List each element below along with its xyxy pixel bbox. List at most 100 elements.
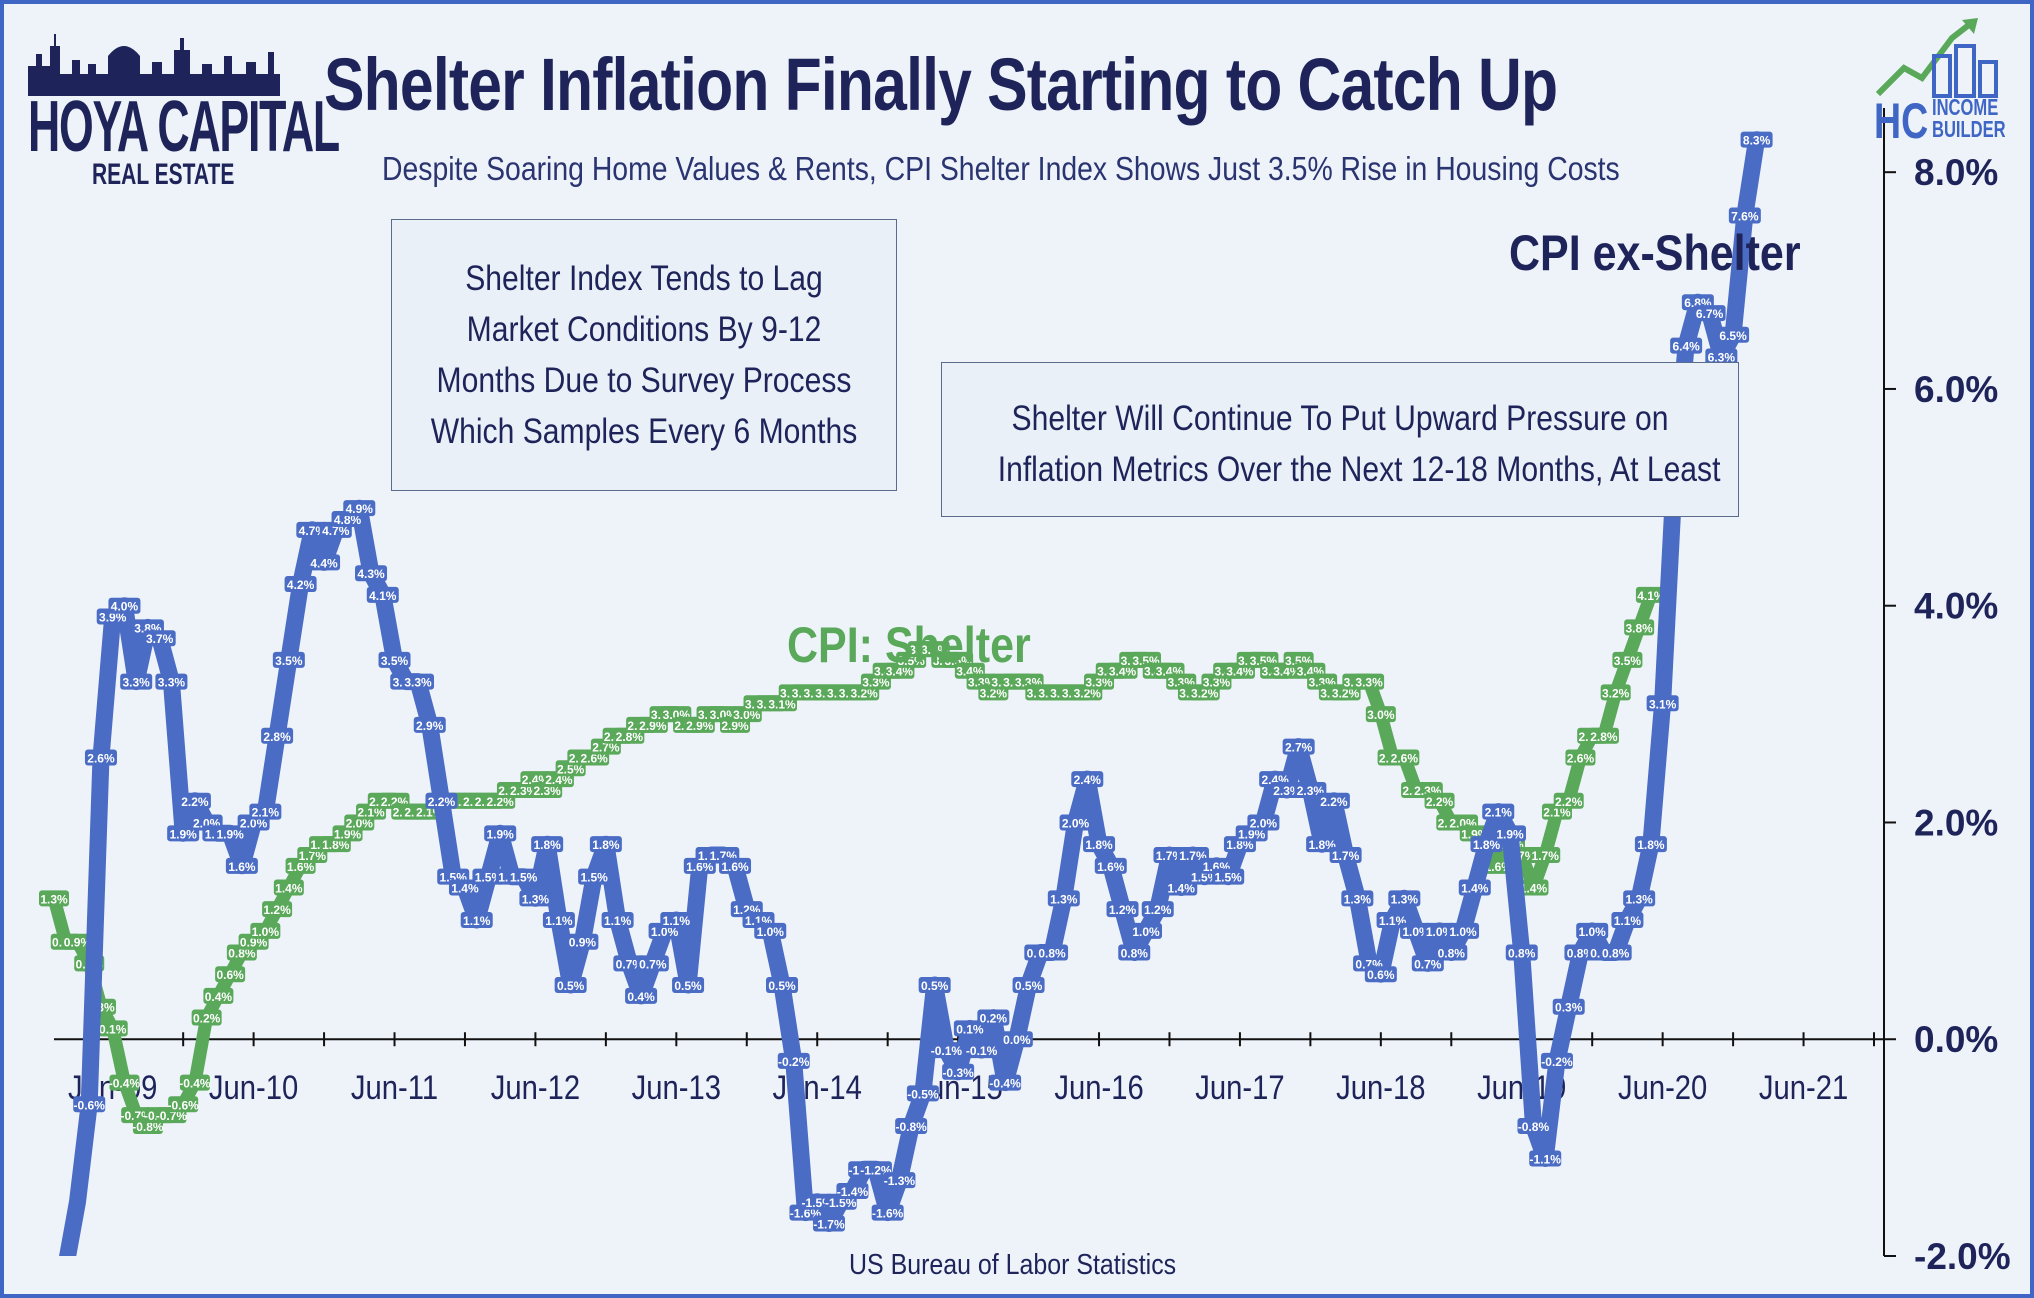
data-label: 3.1%: [768, 697, 796, 711]
data-label: 3.2%: [1602, 686, 1630, 700]
data-point: [1623, 890, 1656, 907]
data-point: [1470, 836, 1503, 853]
data-label: 0.9%: [569, 936, 597, 950]
data-label: 1.0%: [651, 925, 679, 939]
data-label: 3.3%: [1203, 676, 1231, 690]
y-tick-label: 0.0%: [1914, 1019, 1998, 1060]
data-label: 6.7%: [1696, 307, 1724, 321]
data-label: 2.9%: [416, 719, 444, 733]
data-label: 1.4%: [1168, 882, 1196, 896]
data-label: 4.4%: [310, 556, 338, 570]
data-label: 3.3%: [1085, 676, 1113, 690]
data-label: 2.1%: [357, 806, 385, 820]
data-label: 1.8%: [533, 838, 561, 852]
data-label: 3.3%: [123, 676, 151, 690]
data-point: [84, 749, 117, 766]
data-label: -0.4%: [989, 1077, 1021, 1091]
data-label: -0.4%: [109, 1077, 141, 1091]
data-point: [39, 890, 69, 907]
data-label: 1.8%: [592, 838, 620, 852]
x-tick-label: Jun-12: [491, 1068, 580, 1107]
data-label: -0.2%: [778, 1055, 810, 1069]
data-point: [1530, 846, 1561, 863]
data-label: 2.3%: [510, 784, 538, 798]
data-label: 1.2%: [1109, 903, 1137, 917]
data-point: [1094, 857, 1127, 874]
data-label: 1.6%: [1097, 860, 1125, 874]
data-label: 2.3%: [1297, 784, 1325, 798]
income-builder-logo: HC INCOME BUILDER: [1874, 16, 2022, 149]
data-point: [1588, 727, 1619, 744]
data-label: 1.4%: [275, 882, 303, 896]
data-label: -1.6%: [872, 1207, 904, 1221]
annotation-lag-line: Which Samples Every 6 Months: [430, 412, 858, 451]
data-point: [179, 1074, 210, 1091]
data-point: [249, 803, 282, 820]
data-point: [168, 1096, 199, 1113]
data-label: 2.0%: [1062, 816, 1090, 830]
data-label: -0.8%: [1518, 1120, 1550, 1134]
data-label: -1.7%: [813, 1217, 845, 1231]
data-point: [167, 825, 200, 842]
data-point: [191, 1009, 222, 1026]
x-tick-label: Jun-13: [632, 1068, 721, 1107]
data-label: 0.8%: [228, 947, 256, 961]
data-label: 1.8%: [322, 838, 350, 852]
data-label: 1.9%: [334, 827, 362, 841]
data-label: 4.7%: [299, 524, 327, 538]
data-label: 3.3%: [404, 676, 432, 690]
data-label: 1.8%: [1308, 838, 1336, 852]
data-label: 0.8%: [1567, 947, 1595, 961]
x-tick-label: Jun-16: [1054, 1068, 1143, 1107]
data-point: [1435, 944, 1468, 961]
data-label: 1.0%: [1449, 925, 1477, 939]
data-label: -0.5%: [907, 1087, 939, 1101]
data-label: 1.4%: [1461, 882, 1489, 896]
data-point: [507, 868, 540, 885]
data-label: 0.1%: [956, 1022, 984, 1036]
data-point: [1389, 749, 1420, 766]
data-point: [1365, 706, 1396, 723]
x-tick-label: Jun-17: [1195, 1068, 1284, 1107]
data-point: [519, 890, 552, 907]
data-label: 0.8%: [1508, 947, 1536, 961]
data-point: [1306, 836, 1339, 853]
data-point: [1482, 803, 1515, 820]
data-label: -0.8%: [895, 1120, 927, 1134]
data-point: [1505, 944, 1538, 961]
data-point: [1552, 998, 1585, 1015]
data-label: 3.2%: [851, 686, 879, 700]
data-point: [1282, 738, 1315, 755]
data-point: [225, 857, 258, 874]
data-point: [284, 576, 317, 593]
data-point: [366, 586, 399, 603]
data-point: [402, 673, 434, 690]
y-tick-label: 8.0%: [1914, 152, 1998, 193]
data-label: 2.1%: [252, 806, 280, 820]
data-label: 4.1%: [1637, 589, 1665, 603]
chart-canvas: Jun-09Jun-10Jun-11Jun-12Jun-13Jun-14Jun-…: [39, 108, 2011, 1277]
data-point: [1247, 814, 1280, 831]
data-point: [1540, 1052, 1573, 1069]
data-point: [531, 836, 564, 853]
annotation-pressure-box: Shelter Will Continue To Put Upward Pres…: [941, 362, 1739, 517]
data-label: 1.8%: [1637, 838, 1665, 852]
data-point: [836, 1182, 869, 1199]
data-point: [1047, 890, 1080, 907]
data-point: [859, 1161, 892, 1178]
x-tick-label: Jun-11: [351, 1068, 438, 1107]
data-label: 4.1%: [369, 589, 397, 603]
data-point: [1517, 1117, 1550, 1134]
logo-right-text: INCOME BUILDER: [1932, 96, 2006, 141]
data-label: 2.6%: [1567, 751, 1595, 765]
data-label: 0.7%: [639, 957, 667, 971]
annotation-lag-line: Months Due to Survey Process: [436, 361, 852, 400]
logo-left-line2: REAL ESTATE: [92, 158, 235, 191]
data-label: 1.0%: [252, 925, 280, 939]
data-label: 1.7%: [1532, 849, 1560, 863]
data-point: [413, 716, 446, 733]
data-point: [250, 922, 281, 939]
data-point: [989, 1074, 1022, 1091]
data-label: 1.8%: [1085, 838, 1113, 852]
data-point: [1612, 651, 1643, 668]
